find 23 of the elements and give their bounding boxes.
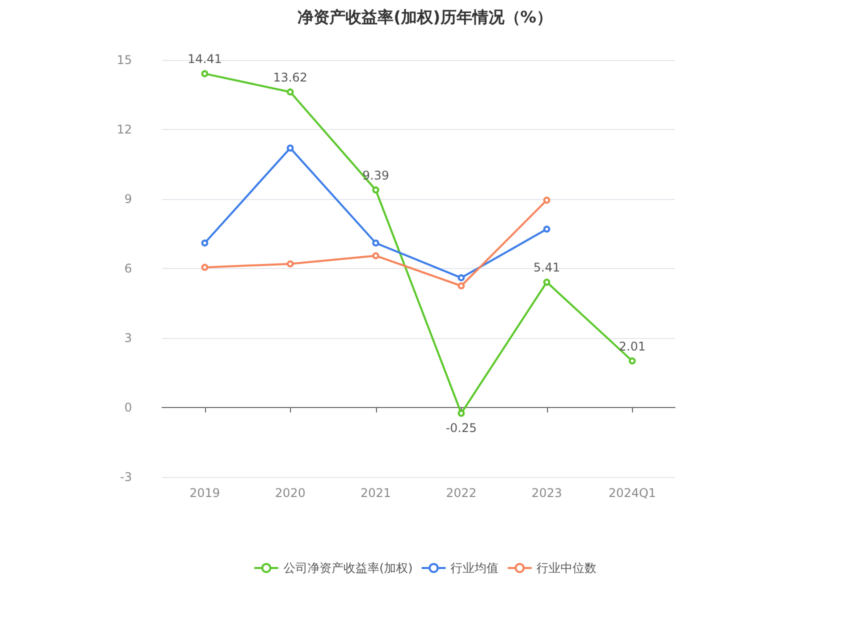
y-tick-label: 3 [124, 331, 132, 345]
data-label: -0.25 [446, 420, 477, 435]
legend-label: 行业中位数 [536, 561, 597, 575]
x-tick-label: 2020 [274, 486, 306, 500]
y-tick-label: -3 [120, 470, 132, 484]
x-tick-label: 2019 [189, 486, 220, 500]
y-tick-label: 9 [124, 192, 132, 206]
data-label: 13.62 [273, 70, 308, 84]
x-tick-label: 2021 [360, 486, 392, 500]
y-tick-label: 15 [116, 53, 132, 67]
data-label: 14.41 [188, 52, 222, 66]
chart-title: 净资产收益率(加权)历年情况（%） [298, 8, 552, 26]
x-tick-label: 2024Q1 [608, 486, 656, 500]
y-tick-label: 0 [124, 400, 132, 414]
x-tick-label: 2022 [446, 486, 477, 500]
y-tick-label: 6 [124, 262, 132, 276]
y-tick-label: 12 [116, 122, 132, 136]
data-label: 5.41 [533, 260, 560, 275]
x-tick-label: 2023 [531, 486, 562, 500]
legend-label: 公司净资产收益率(加权) [283, 561, 413, 575]
data-label: 2.01 [618, 339, 646, 354]
data-label: 9.39 [362, 168, 390, 182]
legend-label: 行业均值 [450, 561, 499, 575]
